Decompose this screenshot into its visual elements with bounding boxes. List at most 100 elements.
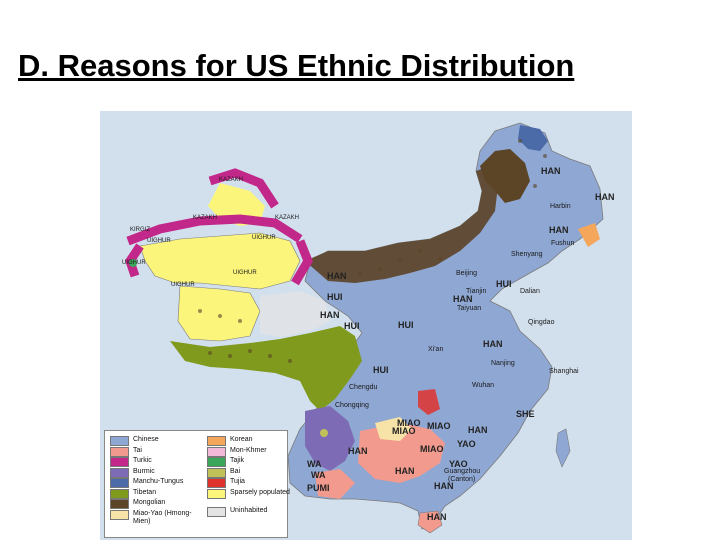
map-label: UIGHUR [233, 270, 257, 276]
legend-swatch [110, 436, 129, 446]
legend-item: Miao-Yao (Hmong-Mien) [110, 509, 195, 528]
map-label: HUI [344, 321, 360, 331]
region-uninhabited [260, 291, 330, 337]
legend-swatch [207, 467, 226, 478]
map-label: YAO [457, 439, 476, 449]
legend-label: Tai [133, 446, 142, 454]
legend-column-right: Korean Mon-Khmer Tajik Bai Tujia Sparsely pop… [207, 436, 292, 517]
ethnic-map-svg: HAN HAN Harbin HAN Fushun Shenyang Beijing HUI D… [122, 122, 615, 534]
region-mongolian-ne [480, 149, 530, 203]
map-label: Beijing [456, 270, 477, 277]
map-label: MIAO [397, 418, 421, 428]
legend-label: Manchu-Tungus [133, 478, 184, 485]
map-label: KAZAKH [193, 215, 217, 221]
region-taiwan [555, 428, 571, 468]
map-label: UIGHUR [147, 238, 171, 244]
legend-item: Bai [207, 467, 292, 479]
legend-swatch [207, 436, 226, 446]
map-label: HAN [549, 225, 569, 235]
region-tai-yunnan [315, 469, 355, 499]
map-label: Chongqing [335, 402, 369, 409]
legend-item: Manchu-Tungus [110, 478, 195, 489]
region-sparse-xinjiang [139, 232, 301, 290]
legend-item: Chinese [110, 436, 195, 447]
legend-swatch [110, 446, 129, 457]
map-label: Guangzhou [444, 468, 480, 475]
legend-swatch [207, 478, 226, 488]
map-label: MIAO [427, 421, 451, 431]
legend-swatch [110, 457, 129, 467]
map-label: Dalian [520, 288, 540, 295]
map-label: HAN [468, 425, 488, 435]
region-tajik [129, 259, 137, 267]
legend-item: Mongolian [110, 499, 195, 510]
map-label: HAN [434, 481, 454, 491]
map-label: HAN [320, 310, 340, 320]
map-label: Chengdu [349, 384, 378, 391]
legend-swatch [110, 488, 129, 499]
map-label: HAN [453, 294, 473, 304]
legend-label: Burmic [133, 467, 155, 475]
map-label: HAN [595, 192, 615, 202]
map-label: Harbin [550, 203, 571, 210]
legend-item: Tai [110, 446, 195, 458]
map-label-layer: HAN HAN Harbin HAN Fushun Shenyang Beijing HUI D… [122, 166, 615, 522]
map-label: Xi'an [428, 346, 443, 353]
map-label: HUI [398, 320, 414, 330]
map-label: HAN [348, 446, 368, 456]
legend-swatch [207, 446, 226, 457]
map-label: SHE [516, 409, 535, 419]
map-label: HAN [541, 166, 561, 176]
map-label: KAZAKH [275, 215, 299, 221]
map-label: MIAO [392, 426, 416, 436]
map-label: HAN [327, 271, 347, 281]
sparse-dots [198, 139, 547, 363]
legend-label: Turkic [133, 457, 152, 464]
map-label: PUMI [307, 483, 330, 493]
region-tibetan [170, 326, 362, 411]
map-label: HAN [427, 512, 447, 522]
map-legend: Chinese Tai Turkic Burmic Manchu-Tungus Tibet… [104, 430, 290, 538]
legend-label: Bai [230, 467, 241, 475]
legend-item: Uninhabited [207, 506, 292, 518]
legend-item: Tibetan [110, 488, 195, 500]
map-label: UIGHUR [122, 260, 146, 266]
region-miao-yao [375, 417, 412, 441]
map-label: Qingdao [528, 319, 555, 326]
region-sparse-tibet [177, 285, 261, 342]
legend-label: Uninhabited [230, 506, 268, 514]
region-sparse-dzungaria [208, 183, 265, 226]
legend-label: Miao-Yao (Hmong-Mien) [133, 509, 192, 525]
map-label: (Canton) [448, 476, 475, 483]
region-korean [578, 223, 600, 247]
map-label: KAZAKH [219, 177, 243, 183]
map-label: UIGHUR [171, 282, 195, 288]
legend-label: Sparsely populated [230, 488, 290, 496]
legend-item: Korean [207, 436, 292, 447]
legend-label: Tibetan [133, 488, 157, 496]
legend-item: Tajik [207, 457, 292, 468]
map-label: WA [311, 470, 326, 480]
slide-title: D. Reasons for US Ethnic Distribution [18, 48, 575, 83]
legend-label: Chinese [133, 436, 159, 443]
map-label: Shanghai [549, 368, 579, 375]
legend-column-left: Chinese Tai Turkic Burmic Manchu-Tungus Tibet… [110, 436, 195, 528]
map-label: HUI [327, 292, 343, 302]
map-label: HUI [373, 365, 389, 375]
map-label: HAN [483, 339, 503, 349]
legend-swatch [207, 457, 226, 467]
region-burmic [305, 406, 355, 471]
region-manchu-tungus [518, 125, 548, 151]
map-label: Fushun [551, 240, 574, 247]
legend-label: Korean [230, 436, 253, 443]
map-label: Tianjin [466, 288, 486, 295]
legend-item: Mon-Khmer [207, 446, 292, 458]
map-label: YAO [449, 459, 468, 469]
map-label: KIRGIZ [130, 227, 150, 233]
legend-item: Sparsely populated [207, 488, 292, 507]
region-mongolian [305, 166, 498, 283]
map-label: WA [307, 459, 322, 469]
map-label: HUI [496, 279, 512, 289]
legend-label: Tajik [230, 457, 245, 464]
map-label: UIGHUR [252, 235, 276, 241]
